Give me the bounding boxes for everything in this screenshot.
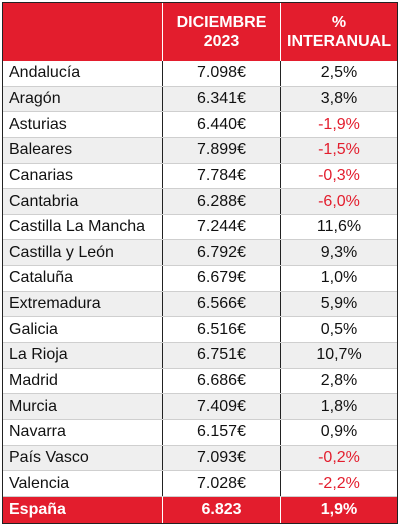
change-cell: 0,5% — [320, 320, 358, 338]
table-row: Murcia 7.409€ 1,8% — [3, 394, 397, 420]
header-yoy-change: % INTERANUAL — [281, 3, 397, 61]
table-total-row: España 6.823 1,9% — [3, 497, 397, 523]
table-row: Andalucía 7.098€ 2,5% — [3, 61, 397, 87]
table-row: País Vasco 7.093€ -0,2% — [3, 445, 397, 472]
header-december-label: DICIEMBRE — [176, 14, 267, 31]
price-cell: 6.157€ — [163, 419, 281, 445]
price-cell: 6.751€ — [163, 343, 281, 368]
header-december-2023: DICIEMBRE 2023 — [163, 3, 281, 61]
table-row: Baleares 7.899€ -1,5% — [3, 137, 397, 164]
table-row: Cataluña 6.679€ 1,0% — [3, 266, 397, 292]
header-interanual-label: INTERANUAL — [287, 33, 391, 50]
price-cell: 6.686€ — [163, 368, 281, 394]
region-cell: Murcia — [3, 394, 163, 419]
region-cell: País Vasco — [3, 445, 163, 471]
total-region: España — [3, 497, 163, 523]
change-cell: 2,5% — [320, 64, 358, 82]
change-cell: 3,8% — [320, 89, 358, 107]
price-cell: 7.244€ — [163, 214, 281, 240]
change-cell: 10,7% — [316, 346, 362, 364]
region-cell: Cataluña — [3, 266, 163, 291]
region-cell: Madrid — [3, 368, 163, 394]
table-row: Valencia 7.028€ -2,2% — [3, 471, 397, 497]
table-row: Asturias 6.440€ -1,9% — [3, 112, 397, 138]
region-cell: Galicia — [3, 317, 163, 343]
price-cell: 7.784€ — [163, 163, 281, 189]
table-row: Extremadura 6.566€ 5,9% — [3, 291, 397, 318]
regional-price-table: DICIEMBRE 2023 % INTERANUAL Andalucía 7.0… — [2, 2, 398, 524]
change-cell: -6,0% — [318, 192, 360, 210]
price-cell: 7.093€ — [163, 445, 281, 471]
region-cell: Extremadura — [3, 291, 163, 317]
header-percent-label: % — [331, 14, 347, 31]
change-cell: -1,9% — [318, 115, 360, 133]
table-row: La Rioja 6.751€ 10,7% — [3, 343, 397, 369]
table-row: Aragón 6.341€ 3,8% — [3, 86, 397, 113]
change-cell: 1,8% — [320, 397, 358, 415]
change-cell: -2,2% — [318, 474, 360, 492]
region-cell: Castilla La Mancha — [3, 214, 163, 240]
change-cell: -0,3% — [318, 166, 360, 184]
table-body: Andalucía 7.098€ 2,5% Aragón 6.341€ 3,8% Astur… — [3, 61, 397, 497]
table-row: Cantabria 6.288€ -6,0% — [3, 189, 397, 215]
price-cell: 7.098€ — [163, 61, 281, 86]
price-cell: 7.899€ — [163, 137, 281, 163]
price-cell: 6.440€ — [163, 112, 281, 137]
region-cell: Valencia — [3, 471, 163, 496]
table-row: Galicia 6.516€ 0,5% — [3, 317, 397, 344]
change-cell: 0,9% — [320, 423, 358, 441]
price-cell: 6.792€ — [163, 240, 281, 266]
table-row: Castilla La Mancha 7.244€ 11,6% — [3, 214, 397, 241]
region-cell: Canarias — [3, 163, 163, 189]
header-region-cell — [3, 3, 163, 61]
region-cell: Castilla y León — [3, 240, 163, 266]
total-price: 6.823 — [163, 497, 281, 523]
price-cell: 7.409€ — [163, 394, 281, 419]
price-cell: 6.566€ — [163, 291, 281, 317]
price-cell: 6.341€ — [163, 86, 281, 112]
change-cell: 5,9% — [320, 295, 358, 313]
price-cell: 6.679€ — [163, 266, 281, 291]
change-cell: -0,2% — [318, 448, 360, 466]
price-cell: 6.288€ — [163, 189, 281, 214]
change-cell: 1,0% — [320, 269, 358, 287]
price-cell: 7.028€ — [163, 471, 281, 496]
change-cell: 2,8% — [320, 372, 358, 389]
total-change: 1,9% — [320, 501, 358, 518]
region-cell: Asturias — [3, 112, 163, 137]
region-cell: Navarra — [3, 419, 163, 445]
region-cell: Baleares — [3, 137, 163, 163]
change-cell: -1,5% — [318, 141, 360, 159]
region-cell: Aragón — [3, 86, 163, 112]
table-row: Madrid 6.686€ 2,8% — [3, 368, 397, 395]
table-header: DICIEMBRE 2023 % INTERANUAL — [3, 3, 397, 61]
region-cell: La Rioja — [3, 343, 163, 368]
change-cell: 9,3% — [320, 243, 358, 261]
table-row: Canarias 7.784€ -0,3% — [3, 163, 397, 190]
table-row: Castilla y León 6.792€ 9,3% — [3, 240, 397, 267]
table-row: Navarra 6.157€ 0,9% — [3, 419, 397, 446]
region-cell: Andalucía — [3, 61, 163, 86]
change-cell: 11,6% — [316, 218, 362, 236]
header-year-label: 2023 — [203, 33, 240, 50]
price-cell: 6.516€ — [163, 317, 281, 343]
region-cell: Cantabria — [3, 189, 163, 214]
